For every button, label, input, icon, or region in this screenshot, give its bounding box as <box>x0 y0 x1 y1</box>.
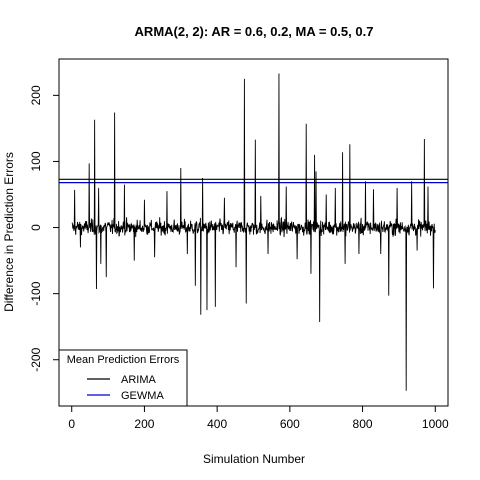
x-tick-label: 200 <box>134 417 154 431</box>
x-tick-label: 400 <box>207 417 227 431</box>
legend-box <box>58 349 188 407</box>
mean-lines <box>59 178 448 184</box>
y-axis: -200 -100 0 100 200 <box>29 85 60 372</box>
x-tick-label: 800 <box>353 417 373 431</box>
x-tick-label: 600 <box>280 417 300 431</box>
y-tick-label: 100 <box>29 151 43 171</box>
x-tick-label: 1000 <box>422 417 449 431</box>
y-tick-label: 200 <box>29 85 43 105</box>
legend: Mean Prediction Errors ARIMA GEWMA <box>58 349 188 407</box>
legend-title: Mean Prediction Errors <box>67 354 180 366</box>
x-tick-label: 0 <box>68 417 75 431</box>
x-axis-label: Simulation Number <box>203 452 305 466</box>
series-line-difference <box>71 73 436 391</box>
y-tick-label: -100 <box>29 281 43 305</box>
series-layer <box>71 73 436 391</box>
y-axis-label: Difference in Prediction Errors <box>2 152 16 312</box>
y-tick-label: -200 <box>29 347 43 371</box>
chart-title: ARMA(2, 2): AR = 0.6, 0.2, MA = 0.5, 0.7 <box>135 24 374 39</box>
y-tick-label: 0 <box>29 224 43 231</box>
legend-label-gewma: GEWMA <box>121 390 164 402</box>
x-axis: 0 200 400 600 800 1000 <box>68 405 449 431</box>
legend-label-arima: ARIMA <box>121 374 157 386</box>
